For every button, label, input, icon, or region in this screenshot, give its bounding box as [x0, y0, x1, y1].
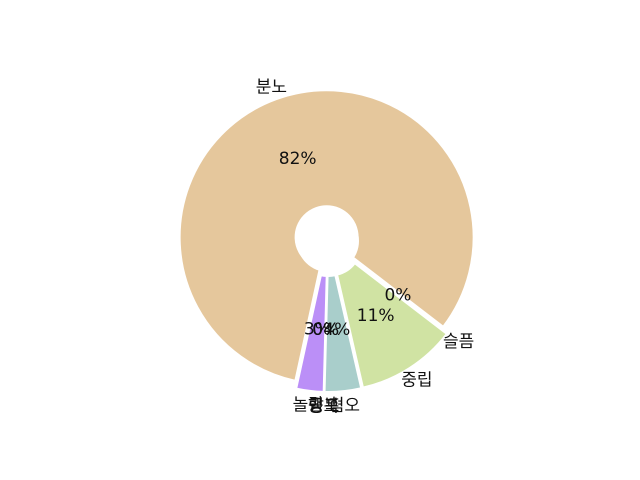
donut-hole — [297, 210, 359, 272]
slices-group — [178, 89, 475, 393]
slice-label-1: 분노 — [256, 77, 287, 97]
slice-pct-1: 82% — [279, 149, 317, 169]
slice-pct-3: 0% — [312, 320, 339, 340]
slice-pct-7: 0% — [384, 286, 411, 306]
slice-pct-4: 0% — [312, 320, 339, 340]
slice-5 — [323, 274, 363, 393]
slice-1 — [178, 89, 475, 383]
slice-pct-2: 3% — [304, 320, 331, 340]
slice-pct-5: 4% — [323, 320, 350, 340]
slice-label-3: 공포 — [308, 397, 339, 417]
slice-label-7: 슬픔 — [443, 332, 474, 352]
slice-label-4: 행복 — [308, 397, 339, 417]
slice-label-2: 놀람 — [293, 395, 325, 415]
slice-pct-6: 11% — [357, 306, 395, 326]
slice-label-5: 혐오 — [329, 396, 360, 416]
slice-label-6: 중립 — [401, 371, 432, 391]
slice-6 — [335, 261, 449, 389]
